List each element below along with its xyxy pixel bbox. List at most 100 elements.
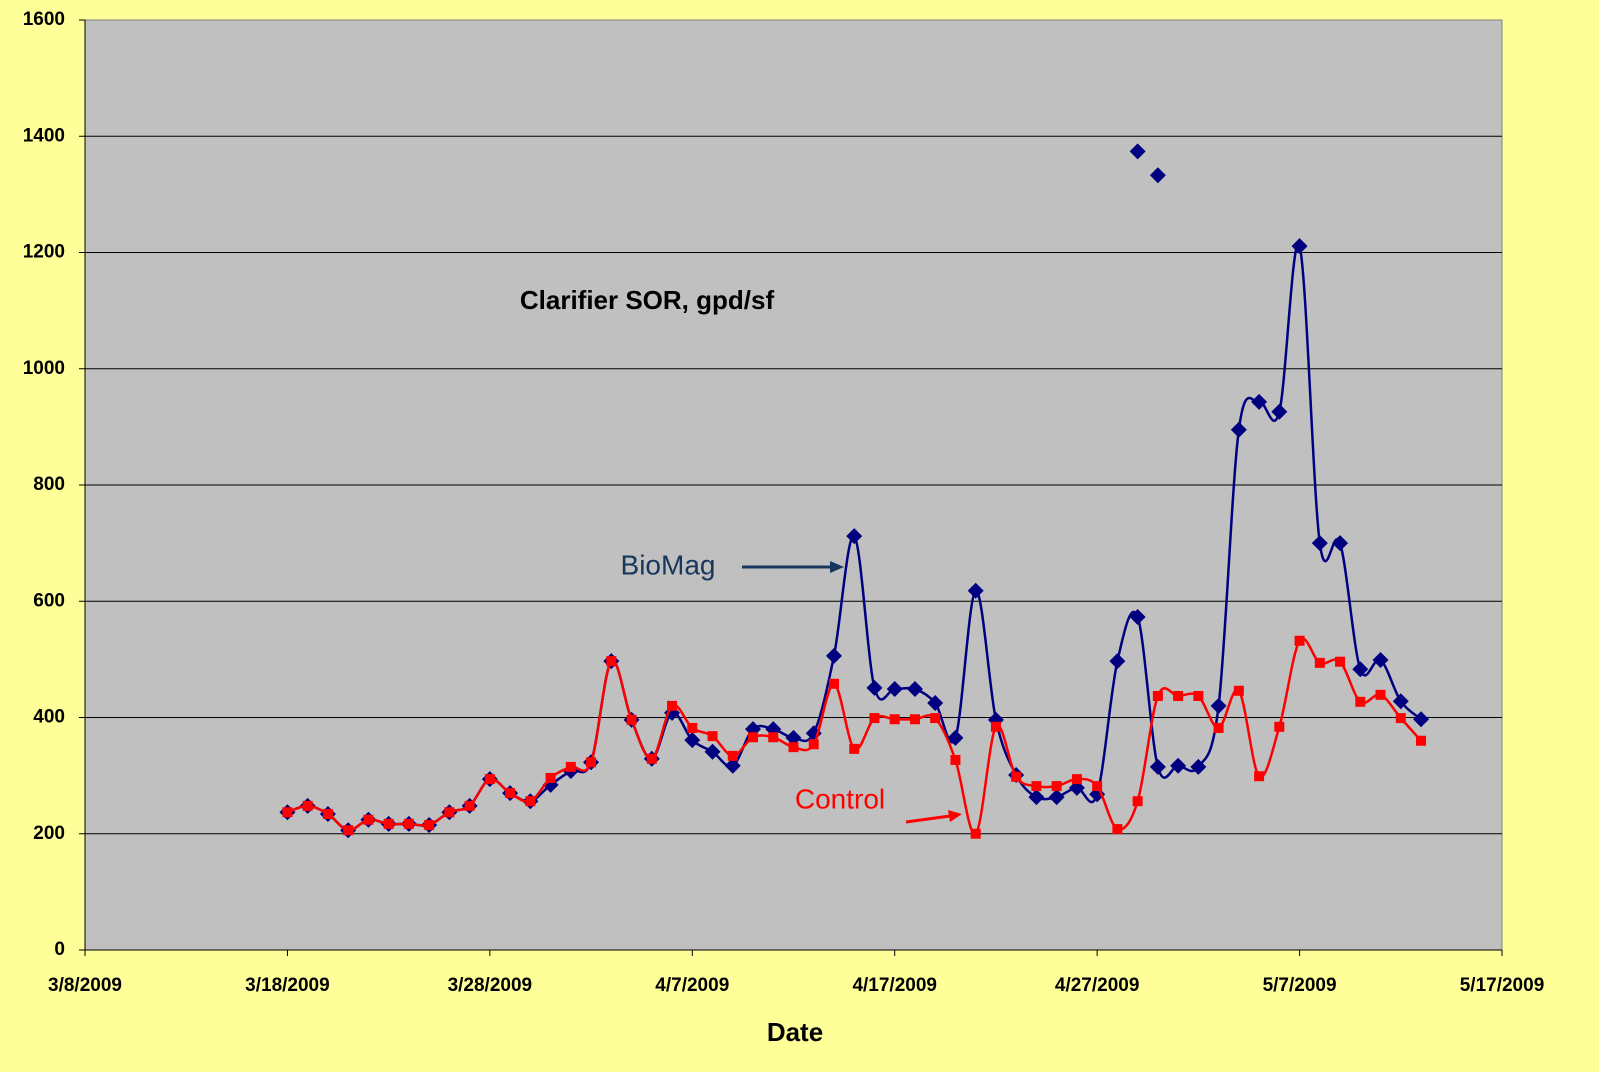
- point-marker: [990, 721, 1001, 732]
- point-marker: [866, 679, 883, 696]
- x-tick-label: 3/18/2009: [245, 975, 330, 996]
- series-annotation: BioMag: [621, 549, 716, 580]
- point-marker: [1028, 789, 1045, 806]
- point-marker: [687, 722, 698, 733]
- point-marker: [1395, 713, 1406, 724]
- point-marker: [684, 732, 701, 749]
- point-marker: [970, 828, 981, 839]
- point-marker: [930, 713, 941, 724]
- point-marker: [444, 807, 455, 818]
- point-marker: [1109, 653, 1126, 670]
- point-marker: [1251, 393, 1268, 410]
- point-marker: [1291, 238, 1308, 255]
- point-marker: [1254, 771, 1265, 782]
- point-marker: [1129, 608, 1146, 625]
- point-marker: [1332, 535, 1349, 552]
- point-marker: [1213, 722, 1224, 733]
- point-marker: [1112, 824, 1123, 835]
- point-marker: [1355, 696, 1366, 707]
- point-marker: [1152, 690, 1163, 701]
- point-marker: [846, 528, 863, 545]
- point-marker: [565, 761, 576, 772]
- point-marker: [1051, 781, 1062, 792]
- point-marker: [1375, 689, 1386, 700]
- point-marker: [1031, 781, 1042, 792]
- point-marker: [808, 739, 819, 750]
- point-marker: [967, 582, 984, 599]
- point-marker: [727, 750, 738, 761]
- point-marker: [484, 774, 495, 785]
- y-tick-label: 1200: [23, 242, 65, 263]
- point-marker: [927, 694, 944, 711]
- point-marker: [606, 656, 617, 667]
- point-marker: [403, 818, 414, 829]
- point-marker: [950, 754, 961, 765]
- point-marker: [1190, 758, 1207, 775]
- point-marker: [343, 825, 354, 836]
- point-marker: [1170, 757, 1187, 774]
- annotation-arrow: [905, 810, 962, 824]
- point-marker: [1413, 711, 1430, 728]
- x-tick-label: 3/8/2009: [48, 975, 122, 996]
- point-marker: [1193, 690, 1204, 701]
- y-tick-label: 1400: [23, 125, 65, 146]
- point-marker: [1352, 661, 1369, 678]
- point-marker: [1294, 635, 1305, 646]
- x-axis-label: Date: [767, 1017, 823, 1047]
- point-marker: [383, 818, 394, 829]
- point-marker: [788, 742, 799, 753]
- marks: [279, 143, 1430, 839]
- point-marker: [1416, 735, 1427, 746]
- series-annotation: Control: [795, 783, 885, 814]
- point-marker: [704, 743, 721, 760]
- point-marker: [1071, 774, 1082, 785]
- y-tick-label: 0: [54, 939, 65, 960]
- y-tick-label: 200: [33, 823, 65, 844]
- point-marker: [646, 753, 657, 764]
- point-marker: [909, 714, 920, 725]
- point-marker: [1210, 697, 1227, 714]
- point-marker: [302, 800, 313, 811]
- x-tick-label: 5/17/2009: [1460, 975, 1545, 996]
- x-tick-label: 4/7/2009: [655, 975, 729, 996]
- y-tick-label: 400: [33, 707, 65, 728]
- point-marker: [1311, 535, 1328, 552]
- point-marker: [724, 757, 741, 774]
- point-marker: [1392, 693, 1409, 710]
- point-marker: [1129, 143, 1146, 160]
- point-marker: [707, 731, 718, 742]
- point-marker: [464, 800, 475, 811]
- point-marker: [322, 808, 333, 819]
- y-tick-label: 1600: [23, 9, 65, 30]
- point-marker: [1149, 167, 1166, 184]
- grid: [79, 19, 1503, 956]
- point-marker: [849, 743, 860, 754]
- point-marker: [947, 729, 964, 746]
- y-tick-label: 800: [33, 474, 65, 495]
- point-marker: [667, 700, 678, 711]
- point-marker: [505, 788, 516, 799]
- point-marker: [1230, 421, 1247, 438]
- point-marker: [825, 647, 842, 664]
- point-marker: [626, 714, 637, 725]
- point-marker: [1048, 789, 1065, 806]
- point-marker: [886, 681, 903, 698]
- point-marker: [785, 729, 802, 746]
- y-tick-label: 1000: [23, 358, 65, 379]
- point-marker: [1372, 651, 1389, 668]
- point-marker: [768, 732, 779, 743]
- point-marker: [748, 732, 759, 743]
- point-marker: [545, 772, 556, 783]
- x-tick-label: 5/7/2009: [1263, 975, 1337, 996]
- point-marker: [1132, 796, 1143, 807]
- point-marker: [828, 678, 839, 689]
- point-marker: [889, 714, 900, 725]
- point-marker: [1233, 685, 1244, 696]
- annotation-arrow: [742, 561, 844, 573]
- chart-title: Clarifier SOR, gpd/sf: [520, 285, 775, 315]
- point-marker: [906, 681, 923, 698]
- point-marker: [1274, 721, 1285, 732]
- point-marker: [869, 713, 880, 724]
